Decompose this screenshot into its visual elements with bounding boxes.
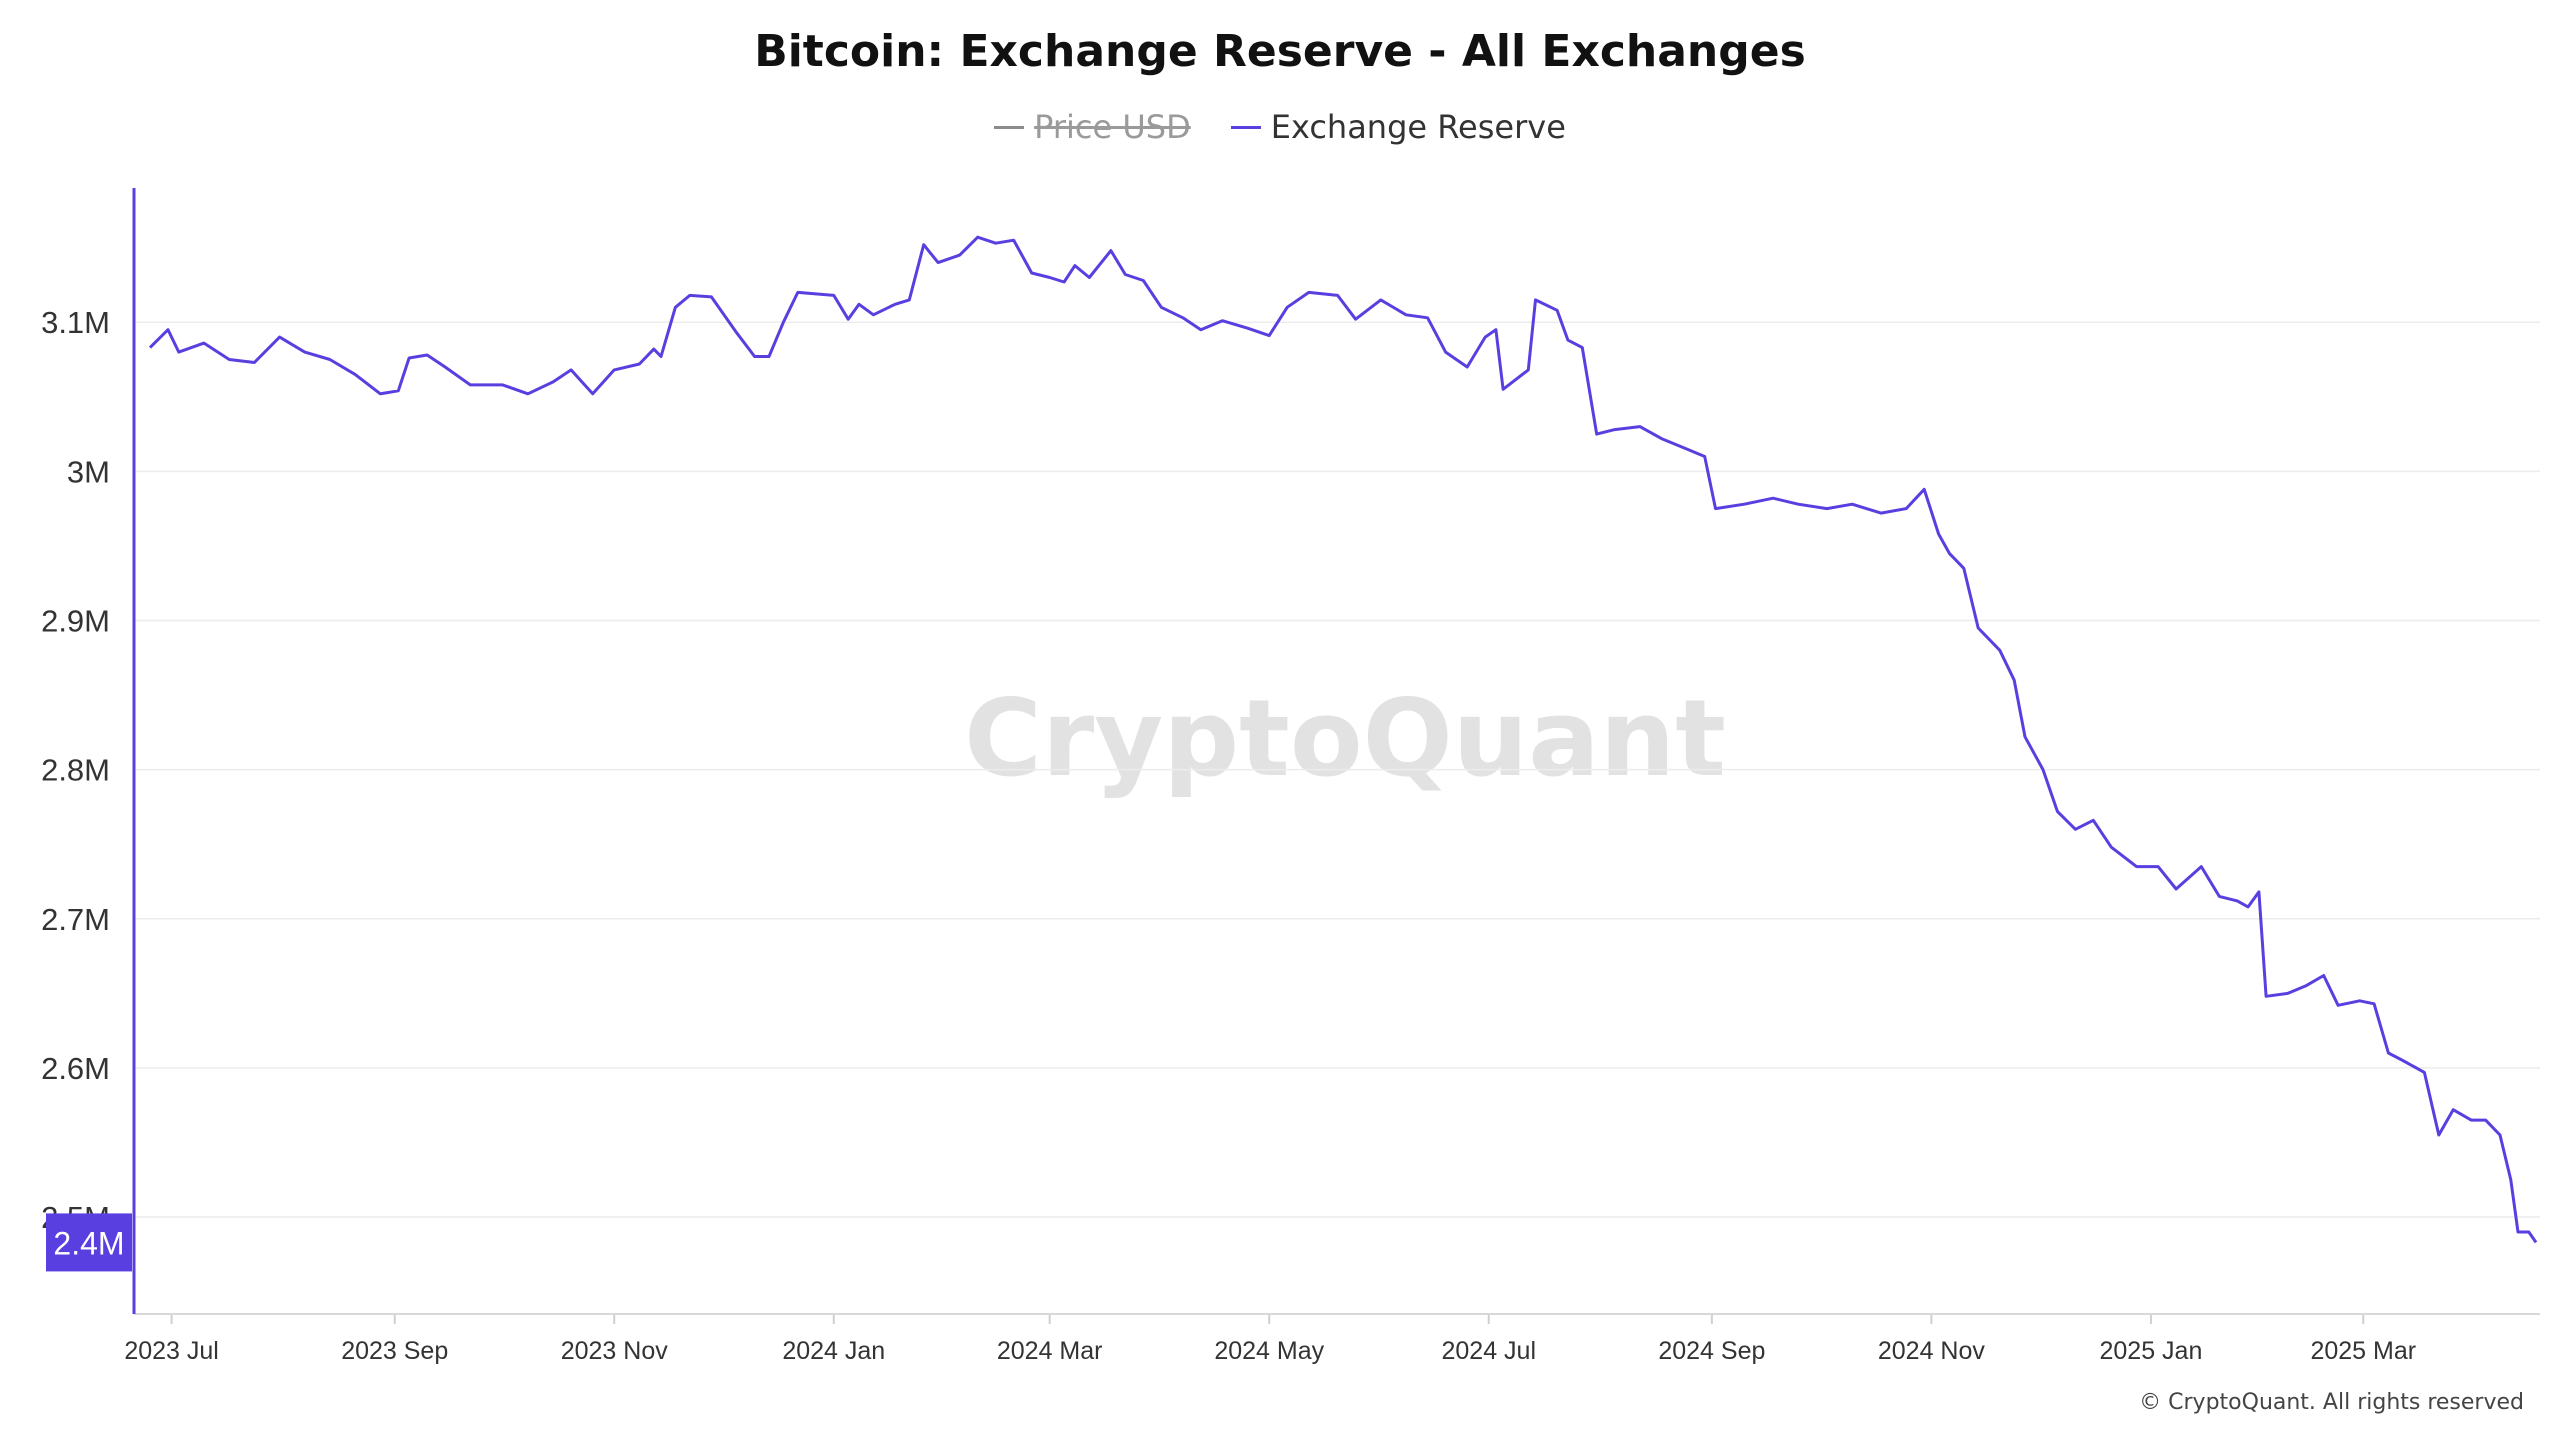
x-tick-label: 2023 Nov <box>561 1337 669 1365</box>
grid-layer <box>134 321 2540 1218</box>
current-value-label: 2.4M <box>53 1225 124 1261</box>
x-tick-label: 2024 May <box>1214 1337 1324 1365</box>
x-tick-label: 2024 Jan <box>782 1337 885 1365</box>
legend-label-exchange-reserve: Exchange Reserve <box>1270 108 1566 146</box>
chart-title: Bitcoin: Exchange Reserve - All Exchange… <box>754 26 1806 77</box>
x-tick-label: 2024 Jul <box>1441 1337 1536 1365</box>
x-tick-label: 2025 Jan <box>2099 1337 2202 1365</box>
x-tick-label: 2024 Nov <box>1878 1337 1986 1365</box>
x-tick-label: 2023 Sep <box>341 1337 448 1365</box>
legend-swatch-exchange-reserve <box>1230 125 1261 129</box>
x-tick-label: 2025 Mar <box>2310 1337 2416 1365</box>
y-tick-label: 2.9M <box>41 604 110 639</box>
x-tick-label: 2024 Mar <box>997 1337 1103 1365</box>
y-tick-label: 2.8M <box>41 753 110 788</box>
series-line-exchange-reserve <box>148 235 2538 1244</box>
y-tick-label: 3M <box>67 454 110 489</box>
current-value-badge: 2.4M <box>46 1213 132 1272</box>
x-tick-label: 2024 Sep <box>1658 1337 1765 1365</box>
legend-label-price-usd: Price USD <box>1034 108 1191 146</box>
x-tick-label: 2023 Jul <box>124 1337 219 1365</box>
watermark-logo: CryptoQuant <box>964 677 1726 800</box>
y-tick-label: 2.6M <box>41 1051 110 1086</box>
copyright-notice: © CryptoQuant. All rights reserved <box>2139 1390 2524 1415</box>
y-tick-label: 3.1M <box>41 305 110 340</box>
y-tick-label: 2.7M <box>41 902 110 937</box>
legend-swatch-price-usd <box>994 125 1025 129</box>
legend-item-exchange-reserve[interactable]: Exchange Reserve <box>1230 108 1566 146</box>
legend-item-price-usd[interactable]: Price USD <box>994 108 1191 146</box>
x-axis: 2023 Jul 2023 Sep 2023 Nov 2024 Jan 2024 Mar… <box>124 1314 2416 1365</box>
legend: Price USD Exchange Reserve <box>0 108 2560 146</box>
